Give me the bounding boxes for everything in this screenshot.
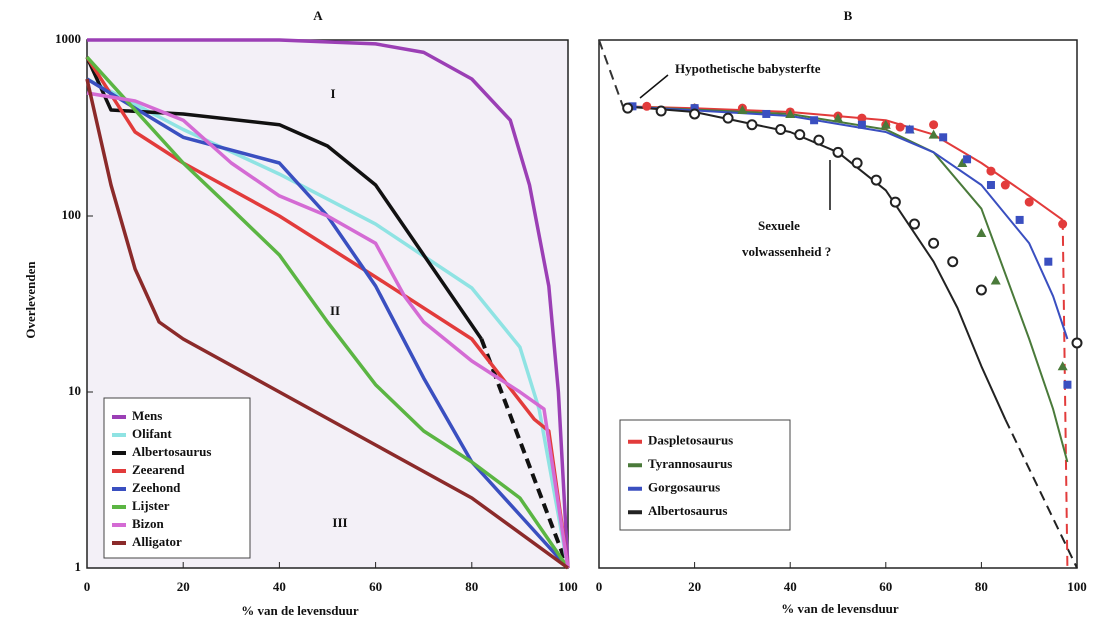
legend-label: Olifant bbox=[132, 426, 172, 441]
chart-title: A bbox=[313, 8, 323, 23]
x-tick-label: 20 bbox=[177, 579, 190, 594]
data-point bbox=[880, 119, 891, 129]
x-tick-label: 0 bbox=[84, 579, 91, 594]
data-point bbox=[857, 120, 866, 129]
data-point bbox=[851, 157, 863, 169]
x-axis-label: % van de levensduur bbox=[781, 601, 899, 616]
data-point bbox=[928, 237, 940, 249]
chart-title: B bbox=[844, 8, 853, 23]
legend-label: Mens bbox=[132, 408, 162, 423]
legend-label: Gorgosaurus bbox=[648, 480, 720, 495]
data-point bbox=[957, 158, 968, 168]
data-point bbox=[986, 181, 995, 190]
x-tick-label: 80 bbox=[975, 579, 988, 594]
data-point bbox=[722, 112, 734, 124]
data-point bbox=[642, 101, 652, 111]
data-point bbox=[963, 155, 972, 164]
legend-label: Bizon bbox=[132, 516, 165, 531]
data-point bbox=[810, 116, 819, 125]
data-point bbox=[832, 146, 844, 158]
pointer bbox=[639, 74, 669, 99]
x-tick-label: 20 bbox=[688, 579, 701, 594]
data-point bbox=[1044, 257, 1053, 266]
x-tick-label: 60 bbox=[369, 579, 382, 594]
data-point bbox=[975, 284, 987, 296]
data-point bbox=[928, 129, 939, 139]
legend-label: Tyrannosaurus bbox=[648, 456, 732, 471]
legend-label: Albertosaurus bbox=[132, 444, 211, 459]
data-point bbox=[1071, 337, 1083, 349]
x-tick-label: 60 bbox=[879, 579, 892, 594]
legend-label: Alligator bbox=[132, 534, 182, 549]
annotation: III bbox=[332, 515, 347, 530]
data-point bbox=[746, 119, 758, 131]
data-point bbox=[857, 113, 867, 123]
dashed-extension bbox=[1061, 219, 1069, 569]
survival-line bbox=[86, 77, 570, 570]
dashed-extension bbox=[1004, 418, 1078, 569]
survival-line bbox=[622, 105, 1069, 463]
y-tick-label: 1000 bbox=[55, 31, 81, 46]
data-point bbox=[947, 256, 959, 268]
y-tick-label: 100 bbox=[62, 207, 82, 222]
data-point bbox=[737, 105, 748, 115]
survival-line bbox=[86, 91, 570, 569]
survival-line bbox=[85, 78, 570, 570]
legend-box bbox=[619, 419, 791, 531]
data-point bbox=[905, 125, 914, 134]
legend-label: Zeearend bbox=[132, 462, 185, 477]
data-point bbox=[833, 113, 843, 123]
annotation: II bbox=[330, 303, 340, 318]
dashed-extension bbox=[598, 39, 624, 107]
data-point bbox=[794, 129, 806, 141]
data-point bbox=[622, 102, 634, 114]
data-point bbox=[1058, 219, 1068, 229]
x-axis-label: % van de levensduur bbox=[241, 603, 359, 618]
data-point bbox=[1057, 361, 1068, 371]
legend-box bbox=[103, 397, 251, 559]
data-point bbox=[655, 105, 667, 117]
data-point bbox=[762, 109, 771, 118]
legend-label: Albertosaurus bbox=[648, 503, 727, 518]
annotation: Hypothetische babysterfte bbox=[675, 61, 821, 76]
data-point bbox=[1024, 197, 1034, 207]
x-tick-label: 100 bbox=[1067, 579, 1087, 594]
data-point bbox=[689, 108, 701, 120]
x-tick-label: 40 bbox=[273, 579, 286, 594]
data-point bbox=[775, 124, 787, 136]
x-tick-label: 100 bbox=[558, 579, 578, 594]
data-point bbox=[690, 104, 699, 113]
data-point bbox=[895, 122, 905, 132]
survival-line bbox=[85, 56, 570, 569]
survival-line bbox=[622, 105, 1069, 340]
data-point bbox=[813, 134, 825, 146]
data-point bbox=[929, 120, 939, 130]
data-point bbox=[908, 218, 920, 230]
data-point bbox=[1000, 180, 1010, 190]
annotation: Sexuele bbox=[758, 218, 800, 233]
data-point bbox=[785, 108, 796, 118]
survival-line bbox=[85, 55, 570, 569]
data-point bbox=[1063, 380, 1072, 389]
y-tick-label: 10 bbox=[68, 383, 81, 398]
survival-line bbox=[87, 38, 570, 569]
x-tick-label: 80 bbox=[465, 579, 478, 594]
data-point bbox=[1015, 215, 1024, 224]
data-point bbox=[889, 196, 901, 208]
annotation: volwassenheid ? bbox=[742, 244, 831, 259]
data-point bbox=[986, 166, 996, 176]
data-point bbox=[976, 228, 987, 238]
x-tick-label: 40 bbox=[784, 579, 797, 594]
y-tick-label: 1 bbox=[75, 559, 82, 574]
y-axis-label: Overlevenden bbox=[23, 261, 38, 339]
data-point bbox=[990, 275, 1001, 285]
legend-label: Daspletosaurus bbox=[648, 433, 733, 448]
legend-label: Zeehond bbox=[132, 480, 181, 495]
data-point bbox=[870, 174, 882, 186]
data-point bbox=[939, 133, 948, 142]
legend-label: Lijster bbox=[132, 498, 170, 513]
annotation: I bbox=[330, 86, 335, 101]
x-tick-label: 0 bbox=[596, 579, 603, 594]
